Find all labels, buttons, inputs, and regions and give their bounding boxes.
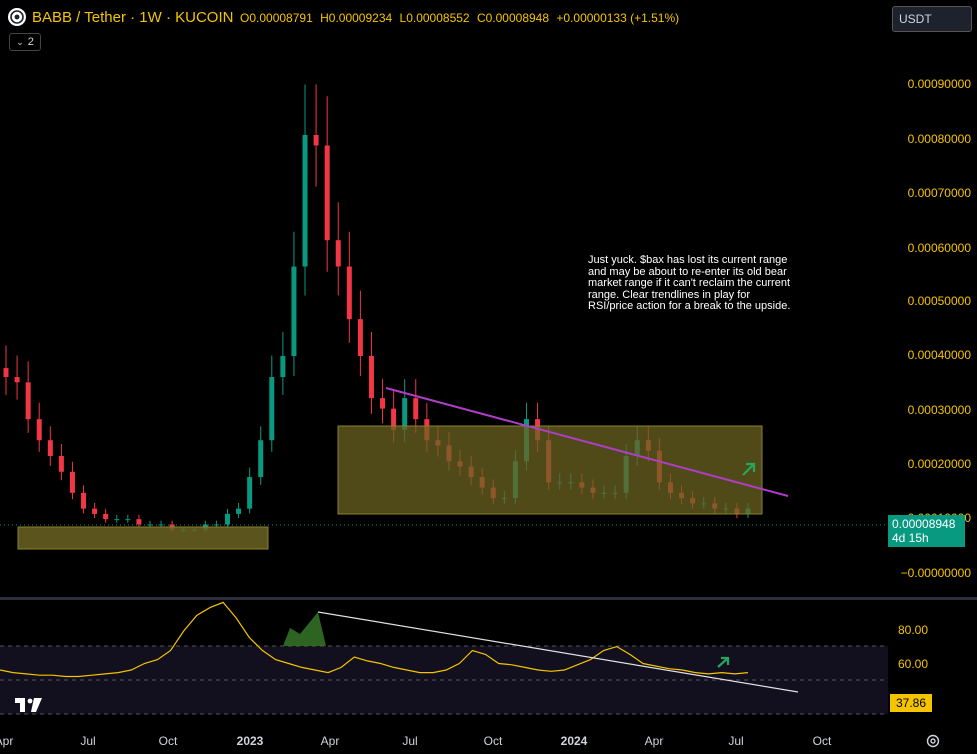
bar-countdown: 4d 15h bbox=[892, 531, 929, 545]
candle-down bbox=[368, 356, 374, 399]
candle-up bbox=[302, 134, 308, 267]
time-tick: Oct bbox=[812, 734, 832, 748]
last-price-label: 0.00008948 4d 15h bbox=[888, 515, 965, 547]
price-axis[interactable]: 0.00090000 0.00080000 0.00070000 0.00060… bbox=[888, 36, 977, 596]
candle-down bbox=[36, 419, 42, 441]
candle-down bbox=[380, 398, 386, 409]
ohlc-value: 0.00008948 bbox=[485, 11, 550, 25]
chevron-down-icon: ⌄ bbox=[16, 36, 24, 47]
time-tick: 2023 bbox=[236, 734, 264, 748]
candle-up bbox=[291, 266, 297, 356]
price-tick: 0.00050000 bbox=[907, 294, 971, 308]
ohlc-key: L bbox=[399, 11, 407, 25]
candle-up bbox=[158, 524, 164, 526]
candle-down bbox=[136, 519, 142, 525]
price-tick: 0.00080000 bbox=[907, 132, 971, 146]
candle-down bbox=[413, 398, 419, 420]
candle-down bbox=[14, 377, 20, 383]
candle-up bbox=[125, 519, 131, 521]
candle-down bbox=[324, 145, 330, 241]
candle-down bbox=[47, 440, 53, 456]
ohlc-value: 0.00009234 bbox=[328, 11, 393, 25]
candle-down bbox=[81, 492, 87, 509]
candle-up bbox=[114, 519, 120, 521]
rsi-line bbox=[0, 601, 749, 678]
time-axis[interactable]: Apr Jul Oct 2023 Apr Jul Oct 2024 Apr Ju… bbox=[0, 730, 888, 754]
candle-down bbox=[313, 134, 319, 146]
candle-down bbox=[346, 266, 352, 320]
currency-select[interactable]: USDT bbox=[892, 6, 972, 32]
last-price-value: 0.00008948 bbox=[892, 517, 956, 531]
ohlc-readout: O0.00008791 H0.00009234 L0.00008552 C0.0… bbox=[240, 11, 683, 25]
candle-down bbox=[25, 382, 31, 420]
candle-down bbox=[3, 368, 9, 378]
currency-label: USDT bbox=[899, 12, 932, 26]
up-arrow-icon bbox=[717, 656, 730, 668]
rsi-tick: 80.00 bbox=[898, 623, 929, 637]
candle-down bbox=[103, 513, 109, 520]
chart-note[interactable]: Just yuck. $bax has lost its current ran… bbox=[588, 254, 791, 312]
price-tick: 0.00020000 bbox=[907, 457, 971, 471]
pane-divider[interactable] bbox=[0, 597, 977, 600]
indicators-toggle-button[interactable]: ⌄ 2 bbox=[9, 33, 41, 51]
price-trendline bbox=[385, 387, 789, 497]
old-range-box bbox=[17, 526, 269, 550]
chart-header: BABB / Tether · 1W · KUCOIN O0.00008791 … bbox=[0, 0, 888, 36]
candle-up bbox=[269, 377, 275, 441]
candles-group bbox=[3, 84, 751, 533]
candle-down bbox=[335, 240, 341, 267]
rsi-value-label: 37.86 bbox=[890, 694, 932, 712]
tradingview-logo-icon[interactable] bbox=[14, 696, 44, 714]
candle-down bbox=[92, 508, 98, 514]
price-chart[interactable] bbox=[0, 36, 888, 597]
candle-up bbox=[258, 440, 264, 478]
price-tick: 0.00040000 bbox=[907, 348, 971, 362]
ohlc-value: 0.00008791 bbox=[249, 11, 313, 25]
price-tick: 0.00070000 bbox=[907, 186, 971, 200]
rsi-trendline bbox=[317, 611, 799, 693]
rsi-overbought-fill bbox=[283, 612, 326, 646]
candle-up bbox=[247, 477, 253, 509]
candle-down bbox=[391, 408, 397, 430]
time-tick: Apr bbox=[644, 734, 664, 748]
up-arrow-icon bbox=[742, 462, 756, 476]
time-tick: Apr bbox=[320, 734, 340, 748]
time-tick: Oct bbox=[158, 734, 178, 748]
ohlc-key: O bbox=[240, 11, 250, 25]
price-change: +0.00000133 (+1.51%) bbox=[556, 11, 680, 25]
ohlc-key: C bbox=[476, 11, 486, 25]
symbol-title[interactable]: BABB / Tether · 1W · KUCOIN bbox=[32, 9, 234, 26]
candle-up bbox=[224, 513, 230, 525]
time-tick: Jul bbox=[402, 734, 418, 748]
settings-icon[interactable] bbox=[925, 733, 941, 749]
candle-down bbox=[58, 456, 64, 472]
candle-down bbox=[357, 319, 363, 356]
indicator-count: 2 bbox=[27, 36, 34, 48]
candle-up bbox=[147, 524, 153, 526]
time-tick: Apr bbox=[0, 734, 14, 748]
candle-down bbox=[69, 471, 75, 493]
price-tick: 0.00090000 bbox=[907, 77, 971, 91]
price-tick: −0.00000000 bbox=[900, 566, 971, 580]
rsi-axis[interactable]: 80.00 60.00 bbox=[888, 600, 977, 730]
candle-up bbox=[402, 398, 408, 430]
ohlc-key: H bbox=[320, 11, 329, 25]
rsi-chart[interactable] bbox=[0, 600, 888, 730]
rsi-tick: 60.00 bbox=[898, 657, 929, 671]
candle-up bbox=[236, 508, 242, 514]
babb-logo-icon bbox=[8, 8, 26, 26]
price-tick: 0.00060000 bbox=[907, 241, 971, 255]
current-range-box bbox=[337, 425, 763, 515]
candle-up bbox=[280, 356, 286, 378]
time-tick: 2024 bbox=[560, 734, 588, 748]
price-tick: 0.00030000 bbox=[907, 403, 971, 417]
ohlc-value: 0.00008552 bbox=[406, 11, 470, 25]
time-tick: Oct bbox=[483, 734, 503, 748]
time-tick: Jul bbox=[80, 734, 96, 748]
time-tick: Jul bbox=[728, 734, 744, 748]
